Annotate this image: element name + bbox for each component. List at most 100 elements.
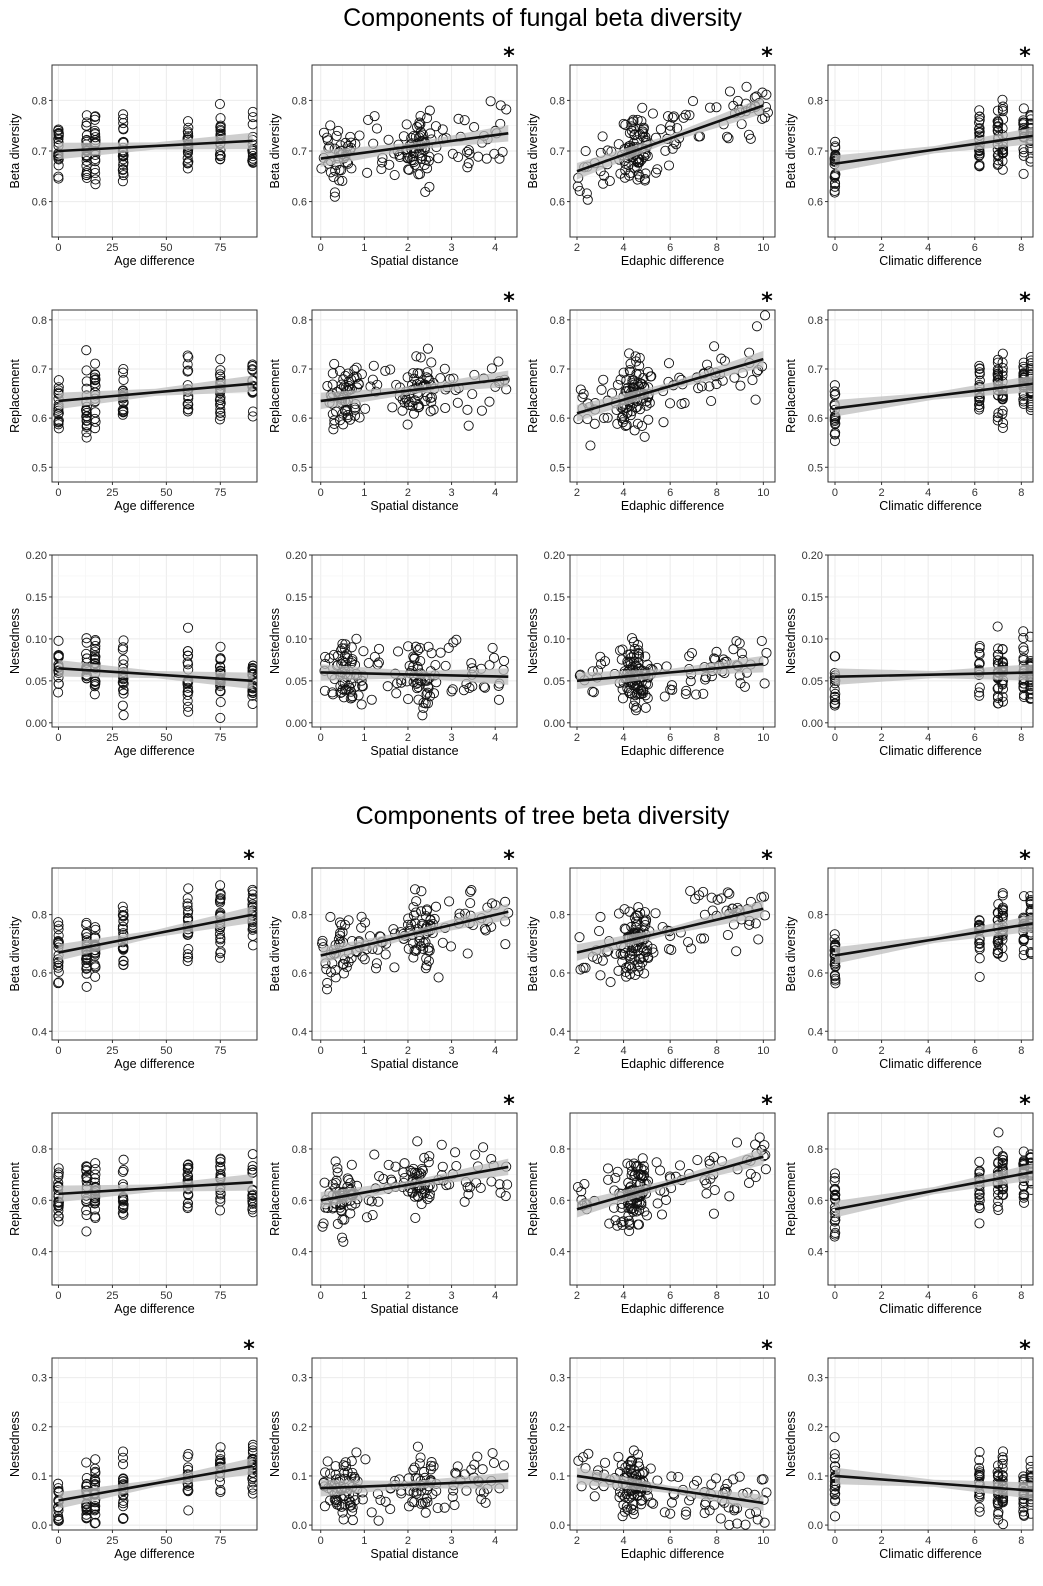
x-tick-label: 4 xyxy=(621,487,627,499)
data-point xyxy=(759,1517,770,1528)
data-point xyxy=(476,1493,487,1505)
data-point xyxy=(449,1499,460,1511)
data-point xyxy=(90,635,101,646)
data-point xyxy=(214,661,226,672)
data-point xyxy=(329,358,340,369)
x-tick-label: 1 xyxy=(361,242,367,254)
data-point xyxy=(594,926,605,937)
data-point xyxy=(345,1496,356,1507)
data-point xyxy=(53,382,64,393)
panel-border xyxy=(311,554,518,728)
y-axis-label: Nestedness xyxy=(8,608,22,674)
data-point xyxy=(470,1149,481,1160)
x-tick-label: 2 xyxy=(879,1290,885,1302)
data-point xyxy=(1025,692,1033,703)
y-tick-label: 0.8 xyxy=(550,1144,565,1156)
data-point xyxy=(1018,357,1029,368)
data-point xyxy=(1025,1472,1033,1483)
x-tick-label: 8 xyxy=(1018,732,1024,744)
x-tick-label: 25 xyxy=(106,242,118,254)
data-point xyxy=(830,978,841,989)
data-point xyxy=(974,938,985,949)
data-point xyxy=(1018,150,1029,161)
data-point xyxy=(118,1513,129,1524)
data-point xyxy=(215,641,226,652)
y-axis-label: Nestedness xyxy=(526,1411,540,1477)
data-point xyxy=(684,110,695,121)
data-point xyxy=(666,944,677,956)
data-point xyxy=(215,697,226,708)
data-point xyxy=(118,124,129,135)
y-tick-label: 0.6 xyxy=(550,197,565,209)
data-point xyxy=(744,919,755,930)
x-axis-label: Spatial distance xyxy=(370,744,458,758)
data-point xyxy=(829,1231,840,1242)
data-point xyxy=(247,921,257,932)
data-point xyxy=(493,694,505,705)
data-point xyxy=(488,652,500,663)
y-tick-label: 0.7 xyxy=(808,146,823,158)
data-point xyxy=(118,109,129,120)
data-point xyxy=(53,1505,64,1516)
data-point xyxy=(646,1497,657,1508)
data-point xyxy=(117,921,128,932)
data-point xyxy=(711,102,722,113)
data-point xyxy=(997,1471,1008,1482)
y-tick-label: 0.10 xyxy=(26,634,47,646)
data-point xyxy=(698,688,709,699)
data-point xyxy=(599,170,610,181)
data-point xyxy=(247,406,257,417)
y-tick-label: 0.6 xyxy=(292,968,307,980)
data-point xyxy=(465,886,476,897)
x-tick-label: 6 xyxy=(667,487,673,499)
data-point xyxy=(477,1464,488,1475)
x-tick-label: 2 xyxy=(574,242,580,254)
x-tick-label: 0 xyxy=(318,487,324,499)
data-point xyxy=(642,945,653,956)
data-point xyxy=(666,1471,677,1482)
data-point xyxy=(620,967,631,978)
data-point xyxy=(215,1486,226,1498)
y-tick-label: 0.4 xyxy=(292,1026,307,1038)
data-point xyxy=(605,977,616,988)
data-point xyxy=(735,380,746,391)
data-point xyxy=(1025,1508,1033,1519)
y-tick-label: 0.8 xyxy=(808,1144,823,1156)
y-tick-label: 0.8 xyxy=(292,315,307,327)
data-point xyxy=(459,115,470,126)
data-point xyxy=(974,1506,985,1517)
data-point xyxy=(974,687,985,698)
y-axis-label: Nestedness xyxy=(784,1411,798,1477)
data-point xyxy=(753,934,764,945)
data-point xyxy=(182,689,193,701)
data-point xyxy=(690,893,701,904)
y-axis-label: Beta diversity xyxy=(526,113,540,189)
data-point xyxy=(366,694,377,705)
data-point xyxy=(439,1502,450,1513)
data-point xyxy=(117,644,128,655)
data-point xyxy=(422,113,433,124)
data-point xyxy=(757,113,768,124)
data-point xyxy=(685,886,696,897)
data-point xyxy=(1018,168,1029,179)
data-point xyxy=(418,1466,430,1478)
data-point xyxy=(81,954,92,965)
data-point xyxy=(1025,631,1033,642)
y-tick-label: 0.20 xyxy=(286,550,307,562)
data-point xyxy=(406,919,417,930)
data-point xyxy=(415,642,426,654)
data-point xyxy=(53,409,64,420)
data-point xyxy=(118,154,129,165)
data-point xyxy=(408,1464,419,1475)
data-point xyxy=(403,913,414,924)
data-point xyxy=(247,1190,257,1201)
data-point xyxy=(761,1487,772,1498)
data-point xyxy=(81,365,92,376)
panel-border xyxy=(569,554,776,728)
data-point xyxy=(337,927,348,938)
data-point xyxy=(398,131,409,142)
data-point xyxy=(476,405,487,416)
x-tick-label: 6 xyxy=(972,242,978,254)
data-point xyxy=(974,150,985,161)
data-point xyxy=(974,1195,985,1206)
